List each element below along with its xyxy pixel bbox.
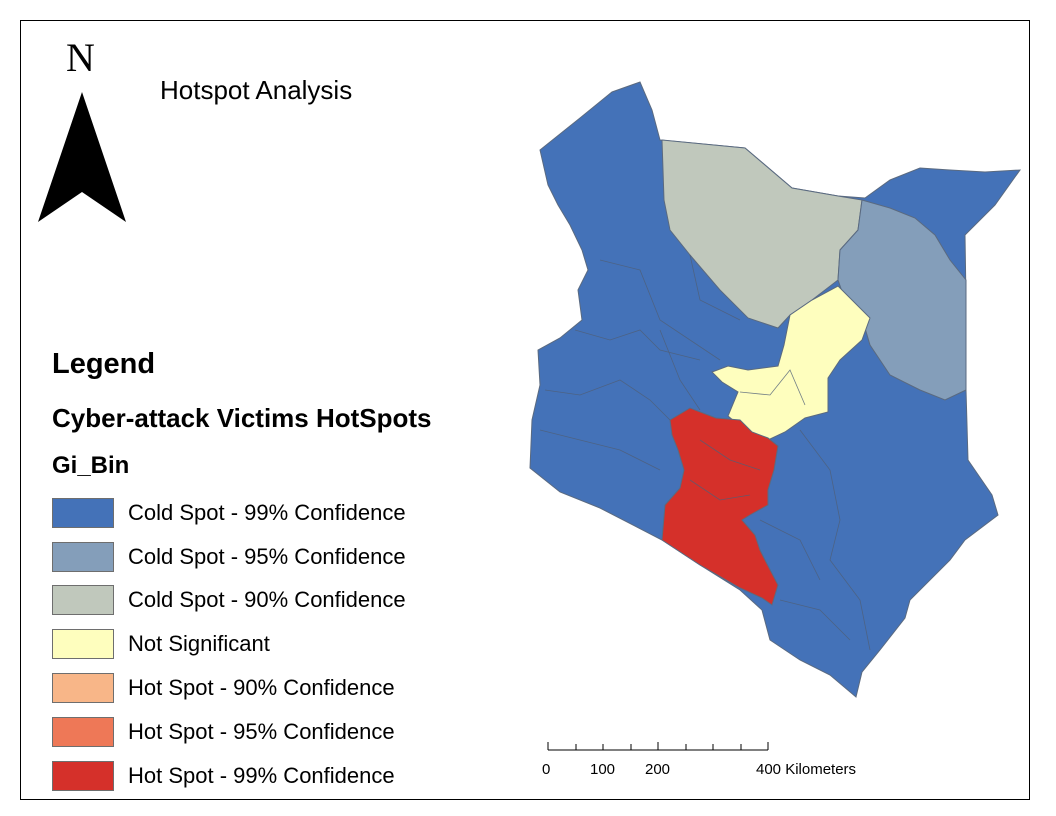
scale-label-400: 400 Kilometers xyxy=(756,761,856,778)
legend-heading: Legend xyxy=(52,348,156,380)
legend-swatch xyxy=(52,541,114,572)
legend-swatch xyxy=(52,497,114,528)
legend-label: Hot Spot - 99% Confidence xyxy=(128,762,395,788)
region-cold-95 xyxy=(837,199,967,401)
legend-item: Hot Spot - 95% Confidence xyxy=(52,710,406,754)
legend-item: Cold Spot - 90% Confidence xyxy=(52,579,406,623)
map-frame xyxy=(20,20,1030,800)
legend-item: Not Significant xyxy=(52,622,406,666)
legend-layer-title: Cyber-attack Victims HotSpots xyxy=(52,403,432,433)
legend-field-title: Gi_Bin xyxy=(52,452,130,479)
legend-label: Hot Spot - 95% Confidence xyxy=(128,718,395,744)
legend-item: Hot Spot - 99% Confidence xyxy=(52,754,406,798)
legend-item: Cold Spot - 95% Confidence xyxy=(52,535,406,579)
scale-label-0: 0 xyxy=(542,761,550,778)
legend-list: Cold Spot - 99% Confidence Cold Spot - 9… xyxy=(52,491,406,798)
legend-swatch xyxy=(52,629,114,660)
legend-swatch xyxy=(52,716,114,747)
legend-swatch xyxy=(52,585,114,616)
region-hot-99 xyxy=(661,407,779,606)
scale-label-100: 100 xyxy=(590,761,615,778)
legend-label: Not Significant xyxy=(128,631,270,657)
legend-swatch xyxy=(52,673,114,704)
legend-label: Cold Spot - 95% Confidence xyxy=(128,543,406,569)
legend-item: Hot Spot - 90% Confidence xyxy=(52,666,406,710)
scale-label-200: 200 xyxy=(645,761,670,778)
map-title: Hotspot Analysis xyxy=(160,75,353,105)
legend-label: Cold Spot - 90% Confidence xyxy=(128,587,406,613)
legend-item: Cold Spot - 99% Confidence xyxy=(52,491,406,535)
legend-swatch xyxy=(52,760,114,791)
legend-label: Cold Spot - 99% Confidence xyxy=(128,499,406,525)
legend-label: Hot Spot - 90% Confidence xyxy=(128,675,395,701)
north-arrow-icon xyxy=(38,92,126,222)
north-label: N xyxy=(66,35,95,80)
